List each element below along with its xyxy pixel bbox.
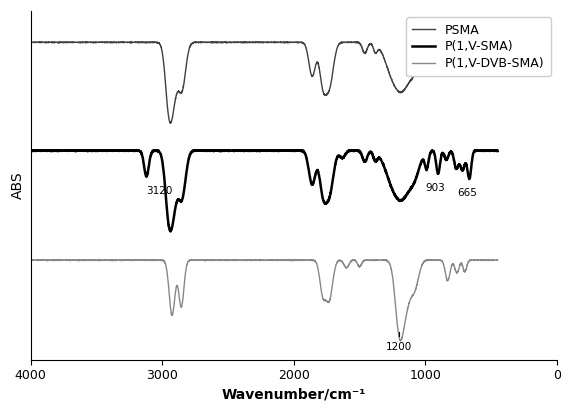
- Text: 903: 903: [426, 183, 446, 193]
- Text: 1200: 1200: [386, 342, 412, 352]
- Legend: PSMA, P(1,V-SMA), P(1,V-DVB-SMA): PSMA, P(1,V-SMA), P(1,V-DVB-SMA): [406, 17, 551, 76]
- Text: 3120: 3120: [146, 186, 173, 196]
- Y-axis label: ABS: ABS: [11, 171, 25, 199]
- X-axis label: Wavenumber/cm⁻¹: Wavenumber/cm⁻¹: [221, 388, 366, 402]
- Text: 665: 665: [457, 188, 476, 198]
